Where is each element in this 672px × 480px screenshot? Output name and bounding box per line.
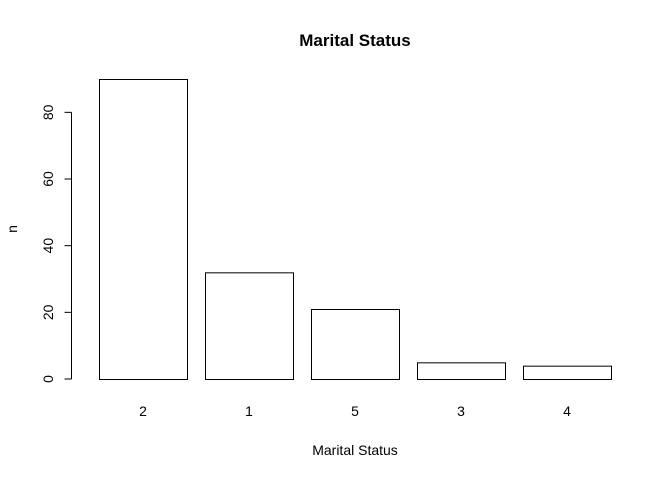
y-axis: 0 20 40 60 80 <box>40 104 72 383</box>
x-tick-label: 3 <box>457 403 465 419</box>
bar-1 <box>205 272 294 381</box>
bar-3 <box>417 362 506 381</box>
x-tick-label: 2 <box>139 403 147 419</box>
x-tick-labels: 2 1 5 3 4 <box>139 403 571 419</box>
x-tick-label: 1 <box>245 403 253 419</box>
y-tick-label: 80 <box>40 104 56 120</box>
y-tick-label: 20 <box>40 304 56 320</box>
y-tick-label: 60 <box>40 171 56 187</box>
x-axis-label: Marital Status <box>312 442 398 458</box>
bars <box>99 79 612 381</box>
y-axis-label: n <box>4 225 20 233</box>
bar-2 <box>99 79 188 380</box>
y-tick-label: 0 <box>40 375 56 383</box>
chart-title: Marital Status <box>299 31 410 50</box>
bar-4 <box>523 365 612 380</box>
x-tick-label: 5 <box>351 403 359 419</box>
y-tick-label: 40 <box>40 238 56 254</box>
x-tick-label: 4 <box>563 403 571 419</box>
bar-5 <box>311 309 400 380</box>
